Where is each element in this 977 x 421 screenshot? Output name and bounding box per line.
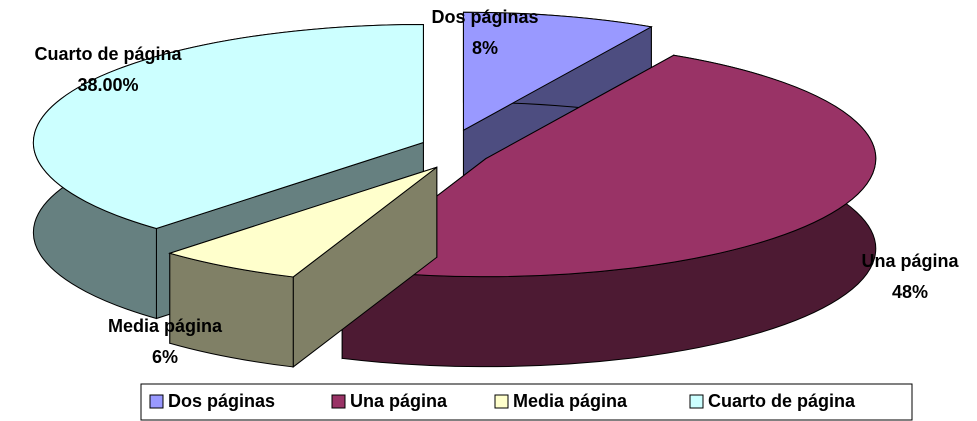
slice-value-label: 48% bbox=[892, 282, 928, 302]
slice-value-label: 8% bbox=[472, 38, 498, 58]
slice-label: Dos páginas bbox=[431, 7, 538, 27]
legend-swatch bbox=[689, 394, 704, 409]
slice bbox=[340, 54, 877, 278]
legend-swatch bbox=[331, 394, 346, 409]
slice bbox=[462, 11, 653, 132]
slice-label: Cuarto de página bbox=[34, 44, 182, 64]
slice-label: Una página bbox=[861, 251, 959, 271]
slice-label: Media página bbox=[108, 316, 223, 336]
slice bbox=[168, 166, 438, 278]
legend-swatch bbox=[494, 394, 509, 409]
legend-swatch bbox=[149, 394, 164, 409]
legend-label: Una página bbox=[350, 391, 448, 411]
legend-label: Dos páginas bbox=[168, 391, 275, 411]
legend-label: Media página bbox=[513, 391, 628, 411]
legend-label: Cuarto de página bbox=[708, 391, 856, 411]
slice-value-label: 38.00% bbox=[77, 75, 138, 95]
slice bbox=[32, 23, 424, 230]
legend-box bbox=[140, 383, 913, 421]
slice-value-label: 6% bbox=[152, 347, 178, 367]
